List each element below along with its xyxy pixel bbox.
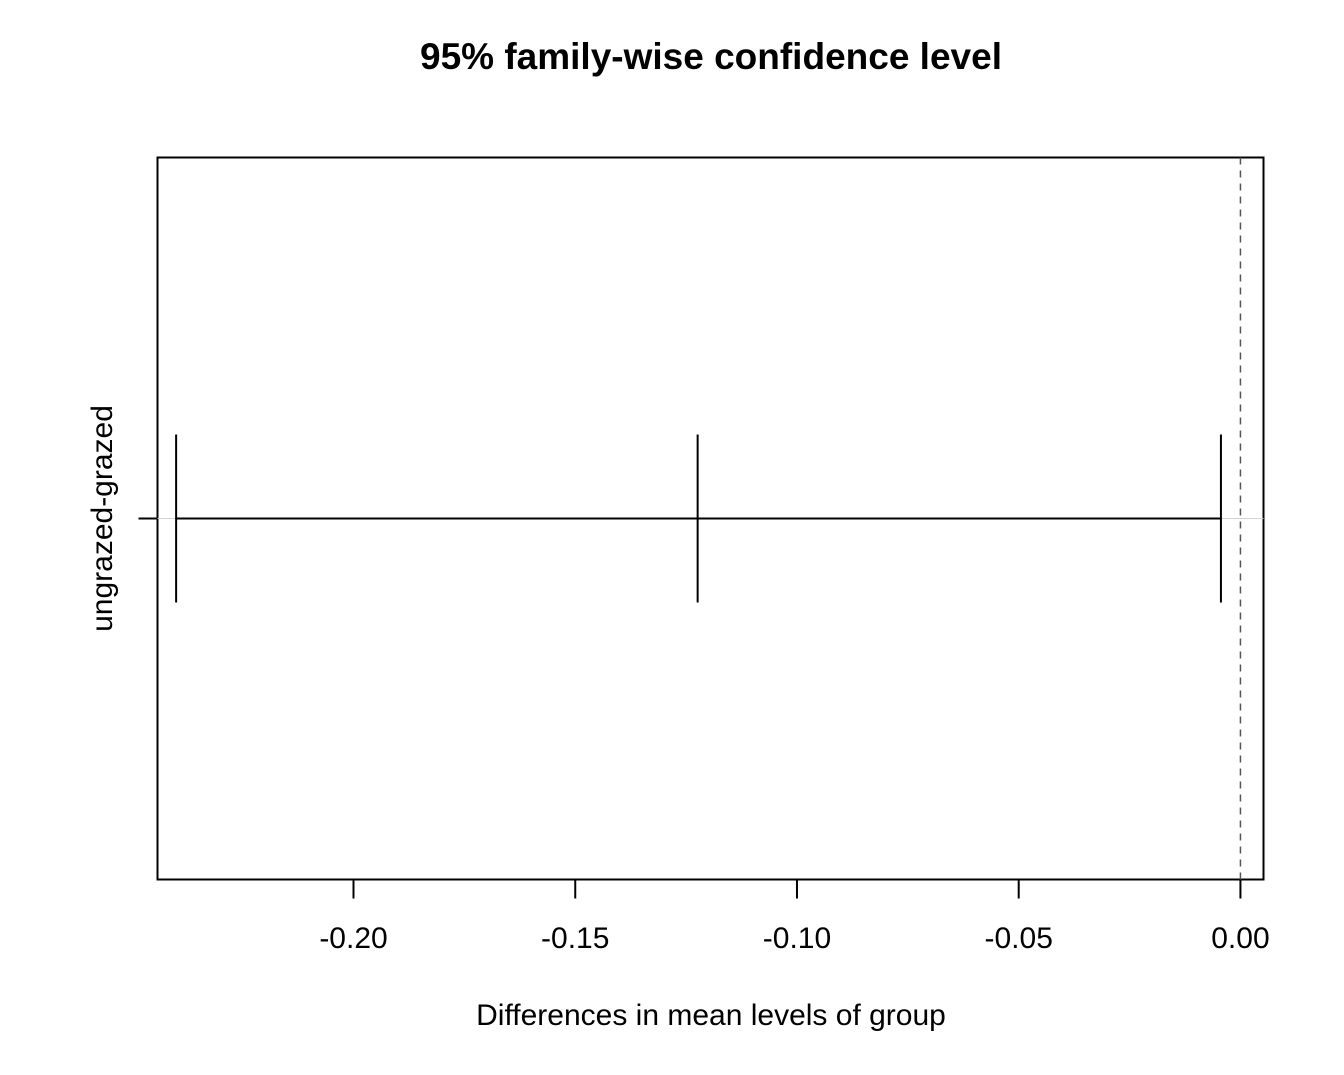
x-tick-label: -0.15 — [541, 922, 609, 955]
interval-layer — [175, 434, 1222, 603]
y-axis: ungrazed-grazed — [86, 405, 158, 632]
chart-title: 95% family-wise confidence level — [420, 36, 1002, 77]
y-tick-label: ungrazed-grazed — [86, 405, 119, 632]
x-axis-label: Differences in mean levels of group — [476, 999, 946, 1032]
x-tick-label: -0.05 — [985, 922, 1053, 955]
x-tick-label: 0.00 — [1211, 922, 1269, 955]
x-tick-label: -0.10 — [763, 922, 831, 955]
x-tick-label: -0.20 — [319, 922, 387, 955]
x-axis: -0.20 -0.15 -0.10 -0.05 0.00 — [319, 879, 1270, 955]
